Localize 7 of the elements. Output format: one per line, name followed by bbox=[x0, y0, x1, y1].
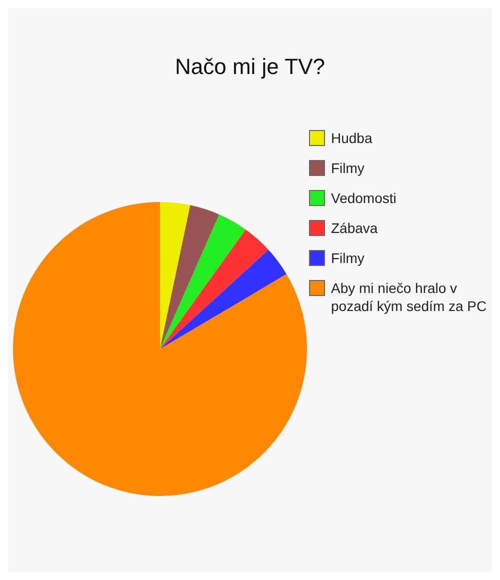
legend-label: Vedomosti bbox=[331, 189, 396, 207]
legend-label: Aby mi niečo hralo v pozadí kým sedím za PC bbox=[331, 279, 488, 315]
legend-label: Filmy bbox=[331, 159, 364, 177]
legend-label: Filmy bbox=[331, 249, 364, 267]
legend-label: Hudba bbox=[331, 129, 372, 147]
legend-label: Zábava bbox=[331, 219, 378, 237]
chart-title: Načo mi je TV? bbox=[174, 54, 326, 80]
